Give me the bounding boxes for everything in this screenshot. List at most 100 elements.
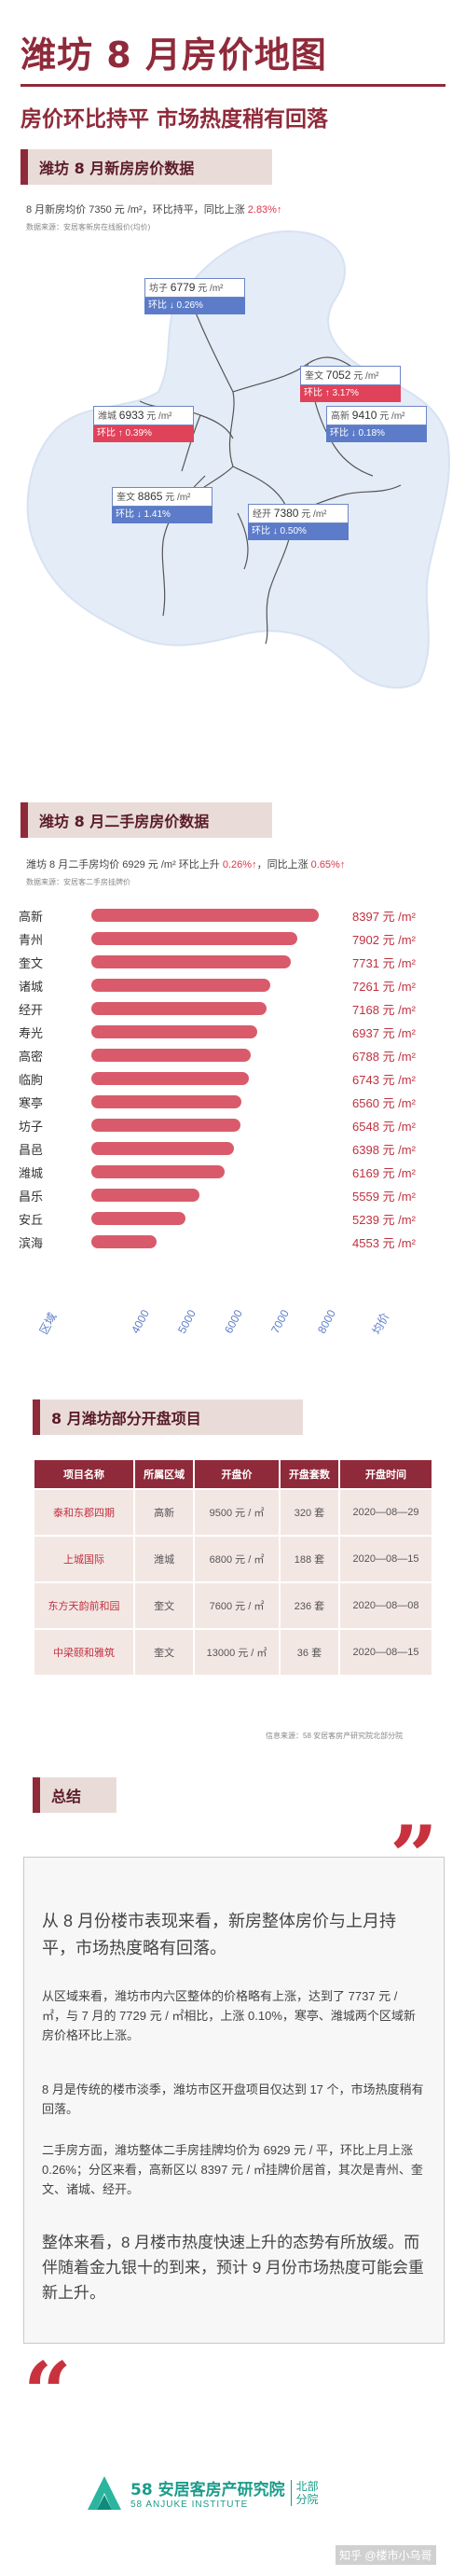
section-title: 潍坊 8 月新房房价数据 — [39, 160, 195, 177]
price-unit: 元 /m² — [146, 411, 172, 422]
bar-value-label: 6937 元 /m² — [352, 1026, 416, 1040]
bar-value-label: 6743 元 /m² — [352, 1073, 416, 1087]
bar-category-label: 坊子 — [19, 1120, 44, 1134]
watermark: 知乎 @楼市小乌哥 — [336, 2545, 436, 2565]
page-subtitle: 房价环比持平 市场热度稍有回落 — [21, 107, 329, 132]
section-tab-second-hand: 潍坊 8 月二手房房价数据 — [21, 802, 272, 838]
district-price-card: 奎文 7052 元 /m² 环比 ↑ 3.17% — [300, 366, 401, 402]
logo-name: 安居客房产研究院 — [158, 2481, 285, 2499]
bar-row: 高密 6788 元 /m² — [19, 1045, 447, 1065]
tab-accent — [33, 1399, 40, 1435]
bar-category-label: 滨海 — [19, 1236, 44, 1250]
district-name: 坊子 — [149, 284, 168, 294]
bar-row: 安丘 5239 元 /m² — [19, 1208, 447, 1229]
bar — [91, 1142, 235, 1155]
table-cell: 2020—08—08 — [337, 1581, 434, 1630]
district-price: 7052 — [325, 369, 351, 382]
bar-row: 青州 7902 元 /m² — [19, 928, 447, 949]
bar — [91, 1025, 257, 1038]
summary-paragraph: 二手房方面，潍坊整体二手房挂牌均价为 6929 元 / 平，环比上月上涨 0.2… — [42, 2143, 423, 2196]
bar-category-label: 寿光 — [19, 1026, 44, 1040]
district-price: 8865 — [137, 490, 163, 503]
bar-row: 坊子 6548 元 /m² — [19, 1115, 447, 1135]
price-unit: 元 /m² — [198, 284, 224, 294]
section-title: 潍坊 8 月二手房房价数据 — [39, 813, 210, 830]
bar-category-label: 安丘 — [19, 1213, 44, 1227]
axis-title-region: 区域 — [36, 1310, 60, 1337]
section-title: 总结 — [51, 1788, 82, 1805]
stat-text: 8 月新房均价 7350 元 /m²，环比持平，同比上涨 — [26, 204, 248, 216]
bar-category-label: 潍城 — [19, 1166, 44, 1180]
district-name: 奎文 — [305, 371, 323, 382]
bar-value-label: 6560 元 /m² — [352, 1096, 416, 1110]
table-cell: 320 套 — [278, 1488, 340, 1537]
bar — [91, 909, 319, 922]
change-badge: 环比 ↑ 0.39% — [93, 425, 194, 442]
change-badge: 环比 ↓ 0.50% — [248, 523, 349, 540]
bar — [91, 1072, 250, 1085]
table-row: 东方天韵前和园 奎文 7600 元 / ㎡ 236 套 2020—08—08 — [32, 1581, 434, 1630]
table-cell: 6800 元 / ㎡ — [193, 1535, 281, 1583]
logo-english: 58 ANJUKE INSTITUTE — [130, 2499, 249, 2510]
bar-category-label: 青州 — [19, 933, 44, 947]
district-price: 7380 — [273, 507, 299, 520]
bar — [91, 955, 291, 968]
table-header-cell: 项目名称 — [32, 1458, 136, 1490]
bar-value-label: 6169 元 /m² — [352, 1166, 416, 1180]
bar-value-label: 5239 元 /m² — [352, 1213, 416, 1227]
project-name-cell: 中梁颐和雅筑 — [32, 1628, 136, 1677]
project-name-cell: 上城国际 — [32, 1535, 136, 1583]
bar-category-label: 诸城 — [19, 980, 44, 994]
bar-category-label: 昌邑 — [19, 1143, 44, 1157]
price-unit: 元 /m² — [301, 509, 327, 520]
table-cell: 奎文 — [133, 1581, 196, 1630]
bar-row: 昌邑 6398 元 /m² — [19, 1138, 447, 1159]
axis-title-price: 均价 — [369, 1310, 392, 1337]
bar-row: 高新 8397 元 /m² — [19, 905, 447, 926]
tab-accent — [33, 1777, 40, 1813]
table-cell: 188 套 — [278, 1535, 340, 1583]
table-cell: 高新 — [133, 1488, 196, 1537]
table-header-cell: 所属区域 — [133, 1458, 196, 1490]
bar-value-label: 7261 元 /m² — [352, 980, 416, 994]
x-tick-label: 5000 — [175, 1307, 199, 1336]
district-price-card: 奎文 8865 元 /m² 环比 ↓ 1.41% — [112, 487, 212, 523]
bar-row: 滨海 4553 元 /m² — [19, 1232, 447, 1252]
branch-label: 北部分院 — [290, 2479, 324, 2507]
project-table: 项目名称 所属区域 开盘价 开盘套数 开盘时间 泰和东郡四期 高新 9500 元 / ㎡ 32… — [32, 1458, 434, 1677]
change-badge: 环比 ↓ 0.18% — [326, 425, 427, 442]
bar-value-label: 7168 元 /m² — [352, 1003, 416, 1017]
table-cell: 2020—08—15 — [337, 1535, 434, 1583]
bar-value-label: 6788 元 /m² — [352, 1050, 416, 1064]
table-row: 中梁颐和雅筑 奎文 13000 元 / ㎡ 36 套 2020—08—15 — [32, 1628, 434, 1677]
section-title: 8 月潍坊部分开盘项目 — [51, 1410, 201, 1427]
district-name: 奎文 — [116, 493, 135, 503]
x-tick-label: 8000 — [315, 1307, 338, 1336]
district-price-card: 经开 7380 元 /m² 环比 ↓ 0.50% — [248, 504, 349, 540]
bar-category-label: 奎文 — [19, 956, 44, 970]
table-cell: 13000 元 / ㎡ — [193, 1628, 281, 1677]
change-badge: 环比 ↓ 0.26% — [144, 298, 245, 314]
bar-row: 昌乐 5559 元 /m² — [19, 1185, 447, 1205]
bar-row: 临朐 6743 元 /m² — [19, 1068, 447, 1089]
district-price-card: 高新 9410 元 /m² 环比 ↓ 0.18% — [326, 406, 427, 442]
district-price-card: 潍城 6933 元 /m² 环比 ↑ 0.39% — [93, 406, 194, 442]
bar — [91, 1235, 158, 1248]
bar-row: 寒亭 6560 元 /m² — [19, 1092, 447, 1112]
district-price: 6933 — [118, 409, 144, 422]
stat-up-value: 0.26% — [222, 859, 253, 870]
district-name: 经开 — [253, 509, 271, 520]
stat-text: ，同比上涨 — [256, 859, 311, 870]
summary-box — [23, 1857, 445, 2344]
bar-value-label: 5559 元 /m² — [352, 1190, 416, 1204]
district-price: 6779 — [170, 281, 196, 294]
project-table-wrap: 项目名称 所属区域 开盘价 开盘套数 开盘时间 泰和东郡四期 高新 9500 元 / ㎡ 32… — [32, 1458, 434, 1677]
tab-accent — [21, 802, 28, 838]
up-arrow-icon: ↑ — [252, 859, 257, 870]
x-tick-label: 4000 — [129, 1307, 152, 1336]
bar-category-label: 寒亭 — [19, 1096, 44, 1110]
table-source-note: 信息来源：58 安居客房产研究院北部分院 — [266, 1732, 404, 1740]
bar-row: 潍城 6169 元 /m² — [19, 1162, 447, 1182]
source-note: 数据来源：安居客新房在线报价(均价) — [26, 223, 151, 231]
bar — [91, 932, 298, 945]
